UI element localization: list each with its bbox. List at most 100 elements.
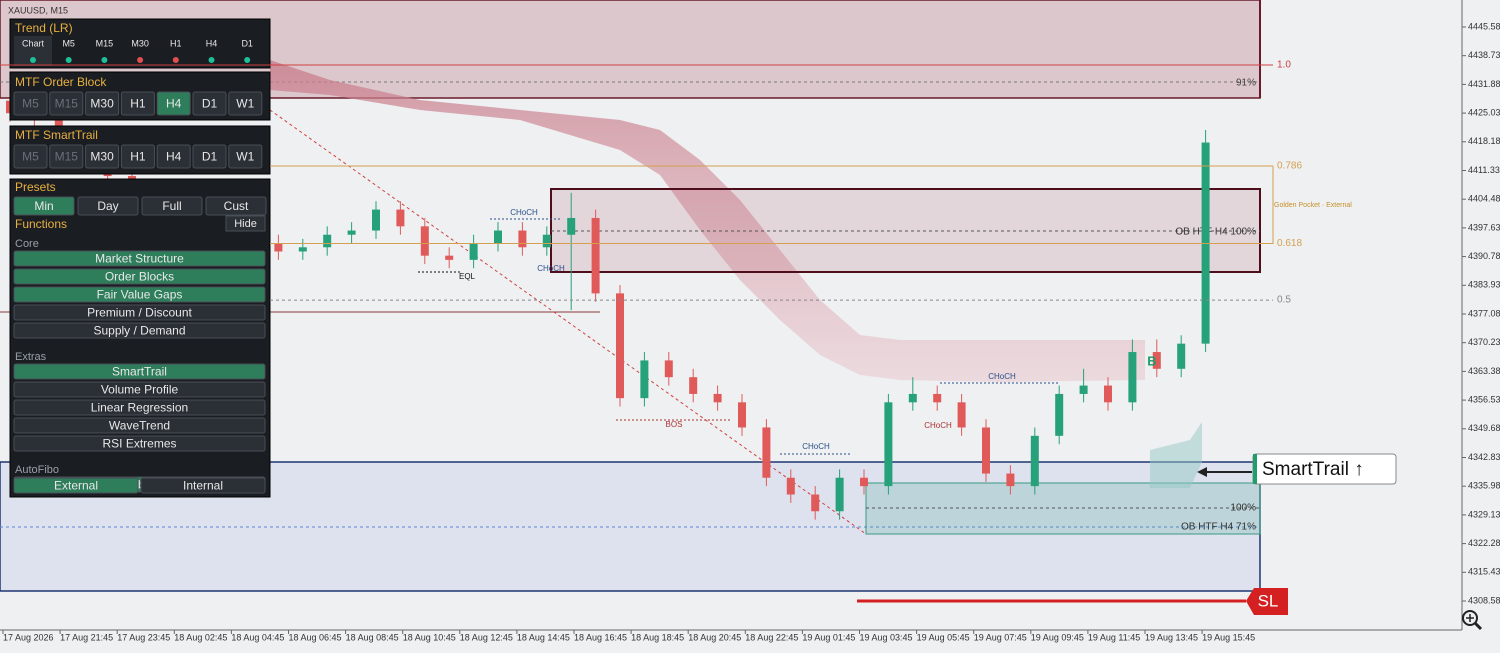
candle-body <box>1055 393 1064 436</box>
button-label: Internal <box>183 479 223 493</box>
x-tick-label: 18 Aug 18:45 <box>631 632 684 642</box>
timeframe-label: M5 <box>62 38 75 48</box>
panel-title: Trend (LR) <box>15 21 73 35</box>
zone-label: OB HTF H4 100% <box>1175 227 1256 238</box>
button[interactable] <box>13 91 48 116</box>
x-tick-label: 17 Aug 21:45 <box>60 632 113 642</box>
button[interactable] <box>13 381 266 398</box>
button[interactable] <box>156 91 191 116</box>
button[interactable] <box>228 91 263 116</box>
fib-label: 1.0 <box>1277 60 1291 71</box>
candle-body <box>1030 435 1039 487</box>
button[interactable] <box>49 91 84 116</box>
button[interactable] <box>13 477 139 494</box>
y-tick-label: 4397.63 <box>1468 222 1500 232</box>
arrow-head <box>1197 467 1207 477</box>
button-label: D1 <box>202 150 218 164</box>
button[interactable] <box>140 477 266 494</box>
x-tick-label: 19 Aug 09:45 <box>1031 632 1084 642</box>
candle-body <box>738 402 746 428</box>
x-tick-label: 18 Aug 16:45 <box>574 632 627 642</box>
candle-body <box>835 477 844 512</box>
timeframe-label: Chart <box>22 38 45 48</box>
button-label: Fair Value Gaps <box>97 288 183 302</box>
button[interactable] <box>192 91 227 116</box>
structure-label: BOS <box>666 420 683 429</box>
structure-label: CHoCH <box>988 372 1016 381</box>
x-tick-label: 18 Aug 12:45 <box>460 632 513 642</box>
zoom-icon[interactable] <box>1462 610 1483 631</box>
candle-body <box>323 234 332 248</box>
candle-body <box>298 247 307 252</box>
candle-body <box>640 360 649 399</box>
candle-body <box>1006 473 1015 487</box>
button-label: Linear Regression <box>91 401 188 415</box>
button[interactable] <box>13 363 266 380</box>
y-tick-label: 4425.03 <box>1468 107 1500 117</box>
button-label: Hide <box>234 218 257 230</box>
x-tick-label: 18 Aug 02:45 <box>174 632 227 642</box>
x-tick-label: 19 Aug 11:45 <box>1088 632 1140 642</box>
candle-body <box>1177 343 1186 369</box>
button[interactable] <box>120 91 155 116</box>
button-label: H4 <box>166 150 182 164</box>
button-label: M30 <box>90 97 114 111</box>
x-tick-label: 18 Aug 20:45 <box>688 632 741 642</box>
button[interactable] <box>225 215 266 232</box>
timeframe-label: D1 <box>241 38 253 48</box>
candle-body <box>1079 385 1088 394</box>
y-tick-label: 4390.78 <box>1468 251 1500 261</box>
trend-dot <box>30 57 36 63</box>
button[interactable] <box>13 417 266 434</box>
candle-body <box>1128 352 1137 403</box>
candle-body <box>689 377 698 394</box>
button-label: Market Structure <box>95 252 184 266</box>
button[interactable] <box>141 196 203 216</box>
candle-body <box>860 477 868 487</box>
candle-body <box>445 255 454 260</box>
y-tick-label: 4411.33 <box>1468 165 1500 175</box>
button[interactable] <box>205 196 267 216</box>
y-tick-label: 4342.83 <box>1468 452 1500 462</box>
y-tick-label: 4370.23 <box>1468 337 1500 347</box>
x-tick-label: 19 Aug 01:45 <box>802 632 855 642</box>
button[interactable] <box>13 144 48 169</box>
candle-body <box>811 494 820 512</box>
trend-line <box>269 109 867 535</box>
button[interactable] <box>192 144 227 169</box>
button[interactable] <box>77 196 139 216</box>
button[interactable] <box>13 322 266 339</box>
fib-label: 0.786 <box>1277 161 1302 172</box>
x-tick-label: 19 Aug 13:45 <box>1145 632 1198 642</box>
button[interactable] <box>156 144 191 169</box>
button[interactable] <box>228 144 263 169</box>
trend-dot <box>208 57 215 63</box>
button[interactable] <box>13 399 266 416</box>
button[interactable] <box>85 144 120 169</box>
candle-body <box>274 243 283 252</box>
y-tick-label: 4322.28 <box>1468 538 1500 548</box>
button-label: WaveTrend <box>109 419 170 433</box>
button[interactable] <box>49 144 84 169</box>
x-tick-label: 19 Aug 03:45 <box>860 632 913 642</box>
trend-dot <box>172 57 179 63</box>
button[interactable] <box>13 268 266 285</box>
button[interactable] <box>13 250 266 267</box>
x-tick-label: 18 Aug 04:45 <box>231 632 284 642</box>
candle-body <box>567 217 576 235</box>
timeframe-label: M15 <box>96 38 114 48</box>
timeframe-label: H4 <box>206 38 218 48</box>
candle-body <box>372 209 380 231</box>
y-tick-label: 4377.08 <box>1468 308 1500 318</box>
button-label: D1 <box>202 97 218 111</box>
button[interactable] <box>120 144 155 169</box>
x-tick-label: 18 Aug 08:45 <box>346 632 399 642</box>
button[interactable] <box>85 91 120 116</box>
button[interactable] <box>13 286 266 303</box>
x-tick-label: 19 Aug 07:45 <box>974 632 1027 642</box>
button[interactable] <box>13 435 266 452</box>
button[interactable] <box>13 196 75 216</box>
candle-body <box>494 230 502 244</box>
button[interactable] <box>13 304 266 321</box>
y-tick-label: 4335.98 <box>1468 481 1500 491</box>
